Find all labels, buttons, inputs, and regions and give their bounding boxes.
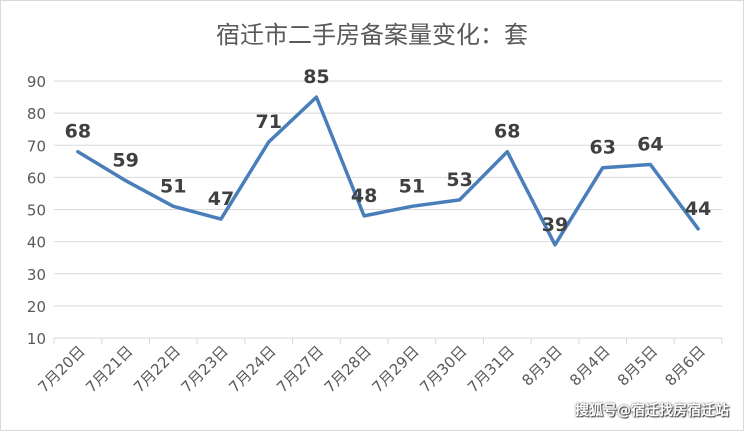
- x-tick-label: 7月28日: [321, 342, 375, 396]
- data-label: 68: [494, 121, 520, 143]
- data-label: 64: [637, 134, 663, 156]
- y-tick-label: 80: [27, 105, 46, 123]
- x-tick-label: 8月3日: [518, 342, 565, 389]
- data-label: 39: [542, 214, 568, 236]
- data-label: 44: [685, 198, 711, 220]
- data-labels: 68 59 51 47 71 85 48 51 53 68 39 63 64 44: [65, 66, 712, 236]
- y-tick-label: 60: [27, 169, 46, 187]
- x-tick-label: 8月5日: [614, 342, 661, 389]
- data-label: 51: [399, 175, 425, 197]
- y-tick-label: 40: [27, 234, 46, 252]
- y-tick-label: 20: [27, 298, 46, 316]
- x-tick-label: 7月23日: [178, 342, 232, 396]
- data-label: 59: [112, 150, 138, 172]
- x-tick-label: 7月30日: [416, 342, 470, 396]
- x-tick-label: 7月27日: [273, 342, 327, 396]
- x-tick-label: 7月21日: [82, 342, 136, 396]
- x-tick-label: 7月29日: [368, 342, 422, 396]
- x-tick-label: 7月22日: [130, 342, 184, 396]
- y-tick-label: 90: [27, 73, 46, 91]
- x-tick-label: 7月31日: [464, 342, 518, 396]
- data-label: 51: [160, 175, 186, 197]
- y-tick-label: 70: [27, 137, 46, 155]
- series-line: [76, 95, 700, 247]
- series-polyline: [76, 95, 700, 247]
- x-tick-label: 7月24日: [225, 342, 279, 396]
- x-tick-label: 8月4日: [566, 342, 613, 389]
- y-tick-label: 50: [27, 202, 46, 220]
- x-tick-label: 7月20日: [34, 342, 88, 396]
- data-label: 47: [208, 188, 234, 210]
- data-label: 85: [303, 66, 329, 88]
- x-axis-ticks: 7月20日7月21日7月22日7月23日7月24日7月27日7月28日7月29日…: [34, 338, 723, 396]
- data-label: 53: [446, 169, 472, 191]
- data-label: 68: [65, 121, 91, 143]
- x-tick-label: 8月6日: [662, 342, 709, 389]
- y-axis-ticks: 10 20 30 40 50 60 70 80 90: [27, 73, 46, 348]
- watermark-text: 搜狐号@宿迁找房宿迁站: [575, 403, 729, 419]
- data-label: 71: [255, 111, 281, 133]
- data-label: 48: [351, 185, 377, 207]
- y-tick-label: 30: [27, 266, 46, 284]
- data-label: 63: [589, 137, 615, 159]
- chart-title: 宿迁市二手房备案量变化：套: [216, 21, 528, 49]
- y-tick-label: 10: [27, 330, 46, 348]
